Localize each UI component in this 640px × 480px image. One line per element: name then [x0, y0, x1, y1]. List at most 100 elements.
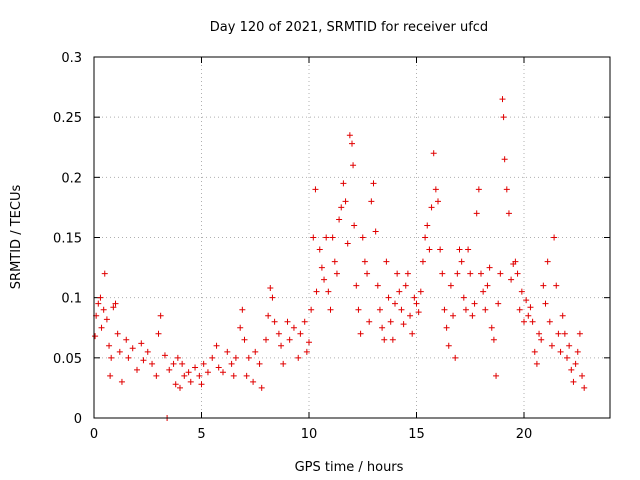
data-point [179, 360, 186, 367]
data-point [564, 354, 570, 361]
data-point [501, 156, 508, 163]
data-point [424, 222, 431, 229]
data-point [372, 228, 379, 235]
data-point [443, 324, 450, 331]
data-point [149, 360, 156, 367]
data-point [370, 180, 377, 187]
data-point [559, 312, 566, 319]
data-point [428, 204, 435, 211]
data-point [340, 180, 347, 187]
data-point [209, 354, 216, 361]
plot-frame [93, 56, 611, 419]
data-point [374, 282, 381, 289]
data-point [469, 312, 476, 319]
data-point [493, 372, 500, 379]
data-point [499, 96, 506, 103]
data-point [187, 378, 194, 385]
data-point [404, 270, 411, 277]
data-point [533, 360, 540, 367]
data-point [417, 288, 424, 295]
data-point [269, 294, 276, 301]
data-point [185, 369, 192, 376]
data-point [355, 306, 362, 313]
data-point [536, 330, 543, 337]
data-point [263, 336, 269, 343]
data-point [290, 324, 297, 331]
data-point [312, 186, 319, 193]
data-point [490, 336, 497, 343]
data-point [232, 354, 239, 361]
data-point [321, 276, 328, 283]
data-point [475, 186, 482, 193]
data-point [568, 366, 575, 373]
data-point [460, 294, 467, 301]
data-point [275, 330, 282, 337]
data-point [516, 306, 523, 313]
data-point [200, 360, 207, 367]
data-point [544, 258, 551, 265]
data-point [546, 318, 553, 325]
data-point [518, 288, 525, 295]
data-point [342, 198, 349, 205]
data-points [92, 96, 588, 421]
data-point [497, 270, 504, 277]
data-point [394, 270, 401, 277]
data-point [527, 304, 534, 311]
y-axis-label: SRMTID / TECUs [9, 185, 24, 290]
data-point [98, 324, 105, 331]
data-point [548, 342, 555, 349]
data-point [333, 270, 340, 277]
data-point [574, 348, 581, 355]
data-point [155, 330, 162, 337]
data-point [125, 354, 132, 361]
data-point [471, 300, 478, 307]
data-point [570, 378, 577, 385]
data-point [112, 300, 119, 307]
data-point [228, 360, 235, 367]
data-point [456, 246, 463, 253]
data-point [385, 294, 392, 301]
data-point [402, 282, 409, 289]
data-point [467, 270, 474, 277]
data-point [368, 198, 375, 205]
data-point [157, 312, 164, 319]
data-point [323, 234, 330, 241]
data-point [579, 372, 586, 379]
data-point [172, 381, 179, 388]
data-point [359, 234, 366, 241]
data-point [108, 354, 115, 361]
data-point [480, 288, 487, 295]
data-point [454, 270, 461, 277]
data-point [437, 246, 444, 253]
data-point [561, 330, 568, 337]
data-point [445, 342, 452, 349]
data-point [521, 318, 527, 325]
data-point [349, 140, 355, 147]
data-point [426, 246, 433, 253]
data-point [140, 357, 147, 364]
data-point [295, 354, 302, 361]
data-point [204, 369, 211, 376]
data-point [192, 364, 199, 371]
data-point [346, 132, 353, 139]
data-point [170, 360, 177, 367]
data-point [284, 318, 291, 325]
data-point [138, 340, 145, 347]
y-tick-label: 0.2 [61, 171, 82, 186]
y-tick-label: 0.05 [53, 352, 82, 367]
data-point [144, 348, 151, 355]
data-point [357, 330, 364, 337]
data-point [224, 348, 231, 355]
data-point [488, 324, 495, 331]
data-point [389, 336, 396, 343]
data-point [278, 342, 285, 349]
data-point [198, 381, 205, 388]
data-point [361, 258, 368, 265]
data-point [366, 318, 373, 325]
data-point [542, 300, 549, 307]
data-point [265, 312, 272, 319]
data-point [310, 234, 317, 241]
data-point [432, 186, 439, 193]
data-point [557, 348, 564, 355]
